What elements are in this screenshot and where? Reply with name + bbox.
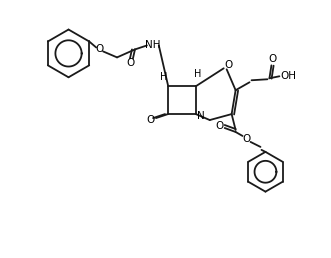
- Text: NH: NH: [145, 41, 161, 51]
- Text: O: O: [224, 60, 233, 70]
- Text: H: H: [160, 72, 168, 82]
- Text: O: O: [268, 54, 276, 64]
- Text: H: H: [194, 69, 202, 79]
- Text: O: O: [95, 44, 103, 54]
- Text: O: O: [146, 115, 154, 125]
- Text: O: O: [215, 121, 224, 131]
- Text: O: O: [127, 58, 135, 68]
- Text: N: N: [197, 111, 205, 121]
- Text: O: O: [242, 134, 251, 144]
- Text: OH: OH: [280, 71, 296, 81]
